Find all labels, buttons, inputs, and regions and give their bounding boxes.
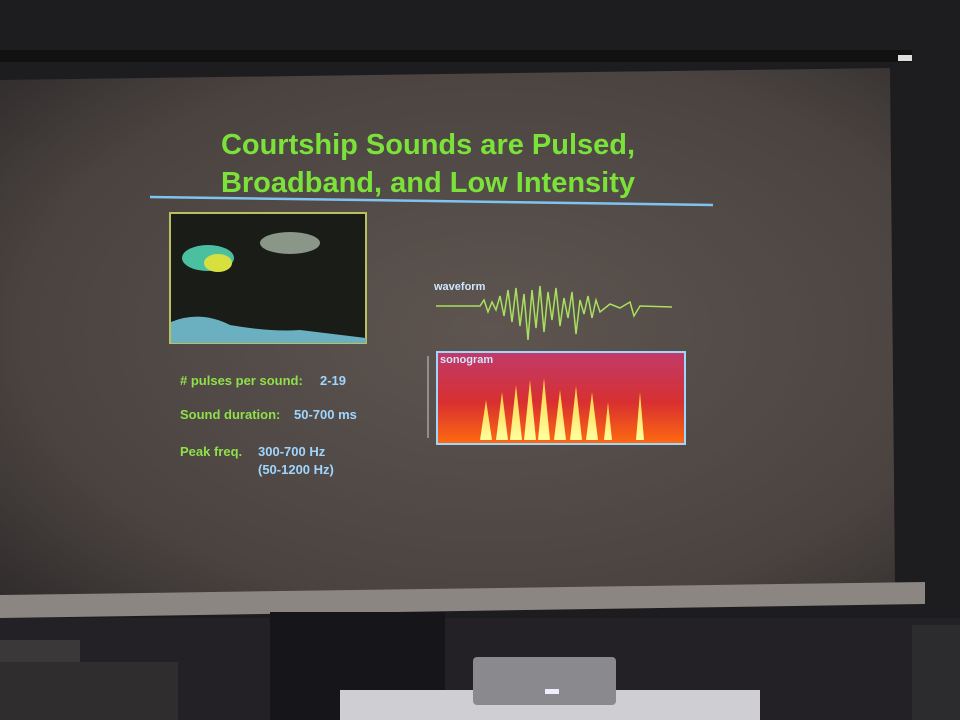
screen-case bbox=[0, 50, 912, 62]
chair bbox=[0, 640, 80, 664]
slide-title: Courtship Sounds are Pulsed, bbox=[221, 129, 635, 161]
slide-title: Broadband, and Low Intensity bbox=[221, 167, 635, 199]
fact-label: Sound duration: bbox=[180, 407, 280, 422]
waveform-label: waveform bbox=[433, 281, 486, 293]
fish-marking bbox=[204, 254, 232, 272]
sonogram-label: sonogram bbox=[440, 354, 493, 366]
fact-label: # pulses per sound: bbox=[180, 373, 303, 388]
fact-value: 2-19 bbox=[320, 373, 346, 388]
screen-bottom-bar bbox=[0, 582, 925, 618]
sonogram-pulses bbox=[480, 378, 644, 440]
projection-screen bbox=[0, 68, 895, 595]
fact-value: 300-700 Hz bbox=[258, 444, 326, 459]
fish bbox=[260, 232, 320, 254]
projector-light bbox=[545, 689, 559, 694]
waveform-trace bbox=[436, 285, 673, 341]
fact-value: (50-1200 Hz) bbox=[258, 462, 334, 477]
title-rule bbox=[149, 195, 714, 207]
rocks bbox=[171, 316, 366, 343]
chair bbox=[0, 662, 178, 720]
projector bbox=[473, 657, 616, 705]
screen-cap bbox=[898, 55, 912, 61]
fact-label: Peak freq. bbox=[180, 444, 242, 459]
chair bbox=[912, 625, 960, 720]
fact-value: 50-700 ms bbox=[294, 407, 357, 422]
